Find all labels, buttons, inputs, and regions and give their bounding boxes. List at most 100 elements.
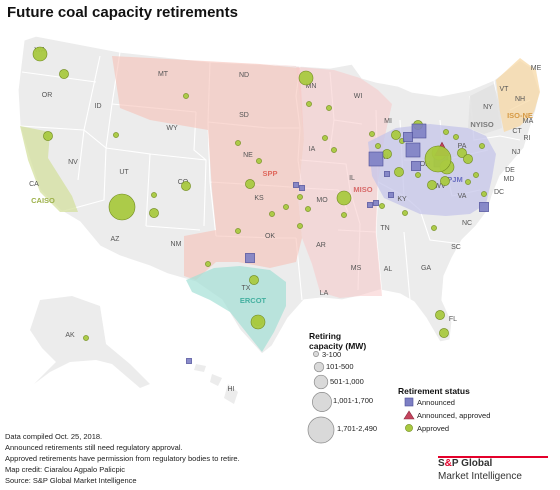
size-legend-label: 101-500: [326, 362, 354, 371]
plant-marker-announced: [388, 192, 394, 198]
state-label: ME: [531, 65, 542, 72]
size-legend-circle: [313, 361, 325, 373]
isone-region: [496, 58, 540, 132]
plant-marker-approved: [382, 149, 392, 159]
state-label: GA: [421, 265, 431, 272]
size-legend-circle: [313, 374, 329, 390]
plant-marker-announced: [384, 171, 390, 177]
state-label: AL: [384, 266, 393, 273]
brand-logo: S&P Global: [438, 458, 492, 469]
footnote-approved: Approved retirements have permission fro…: [5, 454, 240, 463]
plant-marker-announced: [403, 132, 413, 142]
state-label: ID: [95, 103, 102, 110]
plant-marker-approved: [235, 228, 241, 234]
size-legend-circle: [313, 351, 319, 357]
state-label: MA: [523, 118, 534, 125]
state-label: SC: [451, 244, 461, 251]
state-label: DC: [494, 189, 504, 196]
plant-marker-approved: [341, 212, 347, 218]
footnote-map-credit: Map credit: Ciaralou Agpalo Palicpic: [5, 465, 126, 474]
size-legend-label: 1,701-2,490: [337, 424, 378, 433]
plant-marker-approved: [113, 132, 119, 138]
rto-label: CAISO: [31, 196, 55, 205]
plant-marker-approved: [473, 172, 479, 178]
plant-marker-approved: [250, 314, 266, 330]
rto-label: NYISO: [470, 120, 494, 129]
rto-label: SPP: [262, 169, 277, 178]
plant-marker-approved: [181, 181, 191, 191]
state-label: VT: [500, 86, 510, 93]
state-label: NE: [243, 152, 253, 159]
status-legend-title: Retirement status: [398, 386, 470, 396]
state-label: ND: [239, 72, 249, 79]
plant-marker-announced: [299, 185, 305, 191]
state-label: TX: [242, 285, 251, 292]
status-legend-symbols: [403, 397, 415, 432]
rto-label: ERCOT: [240, 296, 267, 305]
plant-marker-approved: [457, 148, 467, 158]
state-label: OH: [420, 161, 431, 168]
plant-marker-approved: [439, 328, 449, 338]
size-legend-title-line2: capacity (MW): [309, 341, 367, 351]
plant-marker-announced: [367, 202, 373, 208]
size-legend-title: Retiring capacity (MW): [309, 331, 366, 351]
state-label: KS: [254, 195, 264, 202]
state-label: NJ: [512, 149, 521, 156]
status-legend-label-announced: Announced: [417, 398, 455, 407]
plant-marker-approved: [32, 46, 48, 62]
status-legend-approved-symbol: [405, 424, 413, 432]
hawaii: [194, 364, 238, 404]
plant-marker-announced: [293, 182, 299, 188]
state-label: LA: [320, 290, 329, 297]
plant-marker-approved: [322, 135, 328, 141]
size-legend-label: 501-1,000: [330, 377, 364, 386]
brand-rule: [438, 456, 548, 458]
state-label: IL: [349, 175, 355, 182]
plant-marker-approved: [59, 69, 69, 79]
state-labels: WAORCANVIDMTWYUTCOAZNMNDSDNEKSOKTXMNIAMO…: [29, 47, 541, 393]
state-label: AK: [65, 332, 75, 339]
state-label: OK: [265, 233, 275, 240]
nyiso-region: [468, 84, 502, 134]
plant-marker-approved: [235, 140, 241, 146]
plant-marker-announced: [479, 202, 489, 212]
status-legend-label-approved: Approved: [417, 424, 450, 433]
state-label: WY: [166, 125, 178, 132]
plant-marker-approved: [83, 335, 89, 341]
state-label: HI: [228, 386, 235, 393]
plant-marker-approved: [424, 145, 452, 173]
plant-marker-approved: [391, 130, 401, 140]
plant-marker-announced: [373, 200, 379, 206]
size-legend-label: 3-100: [322, 350, 342, 359]
state-label: MO: [316, 197, 328, 204]
state-label: WV: [434, 183, 446, 190]
plant-marker-approved: [369, 131, 375, 137]
state-label: IA: [309, 146, 316, 153]
plant-marker-approved: [440, 176, 450, 186]
plant-marker-approved: [463, 154, 473, 164]
size-legend-circle: [307, 416, 335, 444]
plant-marker-approved: [375, 143, 381, 149]
state-label: MI: [384, 118, 392, 125]
rto-label: ISO-NE: [507, 111, 533, 120]
plant-marker-approved: [283, 204, 289, 210]
size-legend-circles: [307, 351, 335, 444]
plant-marker-announced: [186, 358, 192, 364]
plant-marker-approved: [402, 210, 408, 216]
state-label: OR: [42, 92, 53, 99]
caiso-region: [20, 126, 78, 212]
state-label: TN: [380, 225, 389, 232]
plant-marker-approved: [331, 147, 337, 153]
status-legend-label-announced-approved: Announced, approved: [417, 411, 491, 420]
footnote-date: Data compiled Oct. 25, 2018.: [5, 432, 103, 441]
alaska: [30, 296, 150, 388]
plant-marker-approved: [415, 172, 421, 178]
plant-marker-approved: [443, 129, 449, 135]
plant-marker-approved: [43, 131, 53, 141]
plant-marker-approved: [108, 193, 136, 221]
plant-marker-approved: [465, 179, 471, 185]
plant-marker-approved: [256, 158, 262, 164]
plant-marker-announced: [368, 151, 384, 167]
plant-marker-approved: [245, 179, 255, 189]
